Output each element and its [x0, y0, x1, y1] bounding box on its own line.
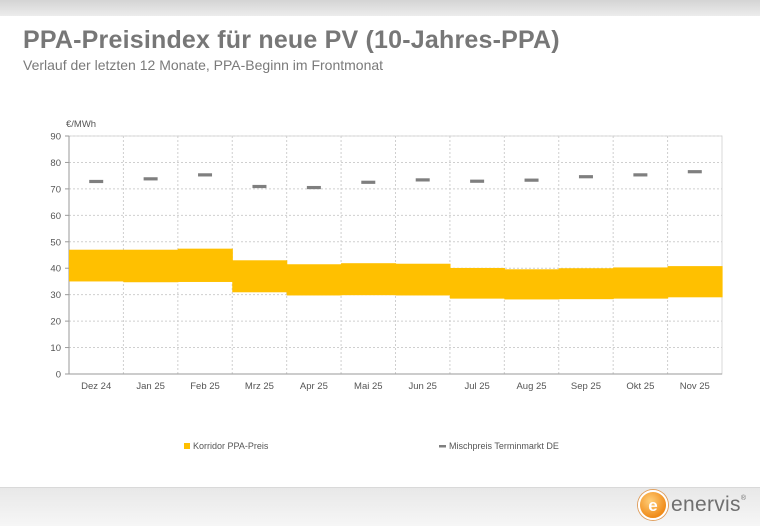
mischpreis-marker [306, 185, 321, 190]
x-tick-label: Dez 24 [81, 381, 111, 392]
logo-mark-icon: e [638, 490, 669, 520]
mischpreis-marker [524, 178, 539, 182]
corridor-bar [449, 267, 505, 299]
page-title: PPA-Preisindex für neue PV (10-Jahres-PP… [23, 26, 560, 54]
mischpreis-marker [361, 180, 376, 184]
footer-bar [0, 487, 760, 526]
corridor-bar [558, 268, 614, 300]
corridor-bar [504, 269, 560, 300]
mischpreis-marker [470, 179, 485, 183]
x-tick-label: Mrz 25 [245, 381, 274, 392]
y-axis-label: €/MWh [66, 119, 96, 130]
mischpreis-marker [578, 175, 593, 179]
y-tick-label: 20 [50, 317, 61, 328]
mischpreis-marker [633, 173, 648, 177]
corridor-bar [613, 267, 669, 299]
y-tick-label: 0 [56, 370, 61, 381]
x-tick-label: Jun 25 [408, 381, 437, 392]
x-tick-label: Mai 25 [354, 381, 383, 392]
corridor-bar [286, 264, 342, 296]
x-tick-label: Feb 25 [190, 381, 220, 392]
x-tick-label: Jul 25 [464, 381, 489, 392]
mischpreis-marker [687, 170, 702, 174]
corridor-bar [232, 260, 288, 293]
y-tick-label: 60 [50, 211, 61, 222]
chart: 0 10 20 30 40 50 60 70 80 90 €/MWh Dez 24 Jan 25 Feb … [50, 119, 723, 451]
y-tick-label: 90 [50, 132, 61, 143]
legend-label-mischpreis: Mischpreis Terminmarkt DE [449, 441, 559, 451]
corridor-bar [341, 263, 397, 296]
mischpreis-marker [198, 173, 213, 177]
corridor-bar [395, 263, 451, 296]
y-tick-label: 40 [50, 264, 61, 275]
y-tick-label: 80 [50, 158, 61, 169]
x-tick-label: Sep 25 [571, 381, 601, 392]
corridor-bar [177, 248, 233, 282]
mischpreis-marker [252, 184, 267, 189]
x-tick-label: Nov 25 [680, 381, 710, 392]
y-tick-label: 30 [50, 290, 61, 301]
mischpreis-marker [415, 178, 430, 182]
page-subtitle: Verlauf der letzten 12 Monate, PPA-Begin… [23, 57, 384, 73]
x-tick-label: Jan 25 [136, 381, 165, 392]
legend-swatch-mischpreis [439, 445, 446, 448]
x-tick-label: Okt 25 [626, 381, 654, 392]
y-tick-label: 10 [50, 343, 61, 354]
logo-text: enervis [671, 493, 741, 516]
legend-label-corridor: Korridor PPA-Preis [193, 441, 269, 451]
x-tick-label: Aug 25 [516, 381, 546, 392]
y-tick-label: 50 [50, 237, 61, 248]
enervis-logo: e enervis ® [638, 489, 746, 521]
corridor-bar [667, 266, 723, 298]
mischpreis-marker [143, 177, 158, 181]
registered-mark: ® [740, 495, 746, 502]
legend-swatch-corridor [184, 443, 190, 449]
corridor-bar [69, 249, 125, 282]
corridor-bar [123, 249, 179, 283]
top-bar [0, 0, 760, 16]
x-tick-label: Apr 25 [300, 381, 328, 392]
y-tick-label: 70 [50, 184, 61, 195]
mischpreis-marker [89, 179, 104, 184]
